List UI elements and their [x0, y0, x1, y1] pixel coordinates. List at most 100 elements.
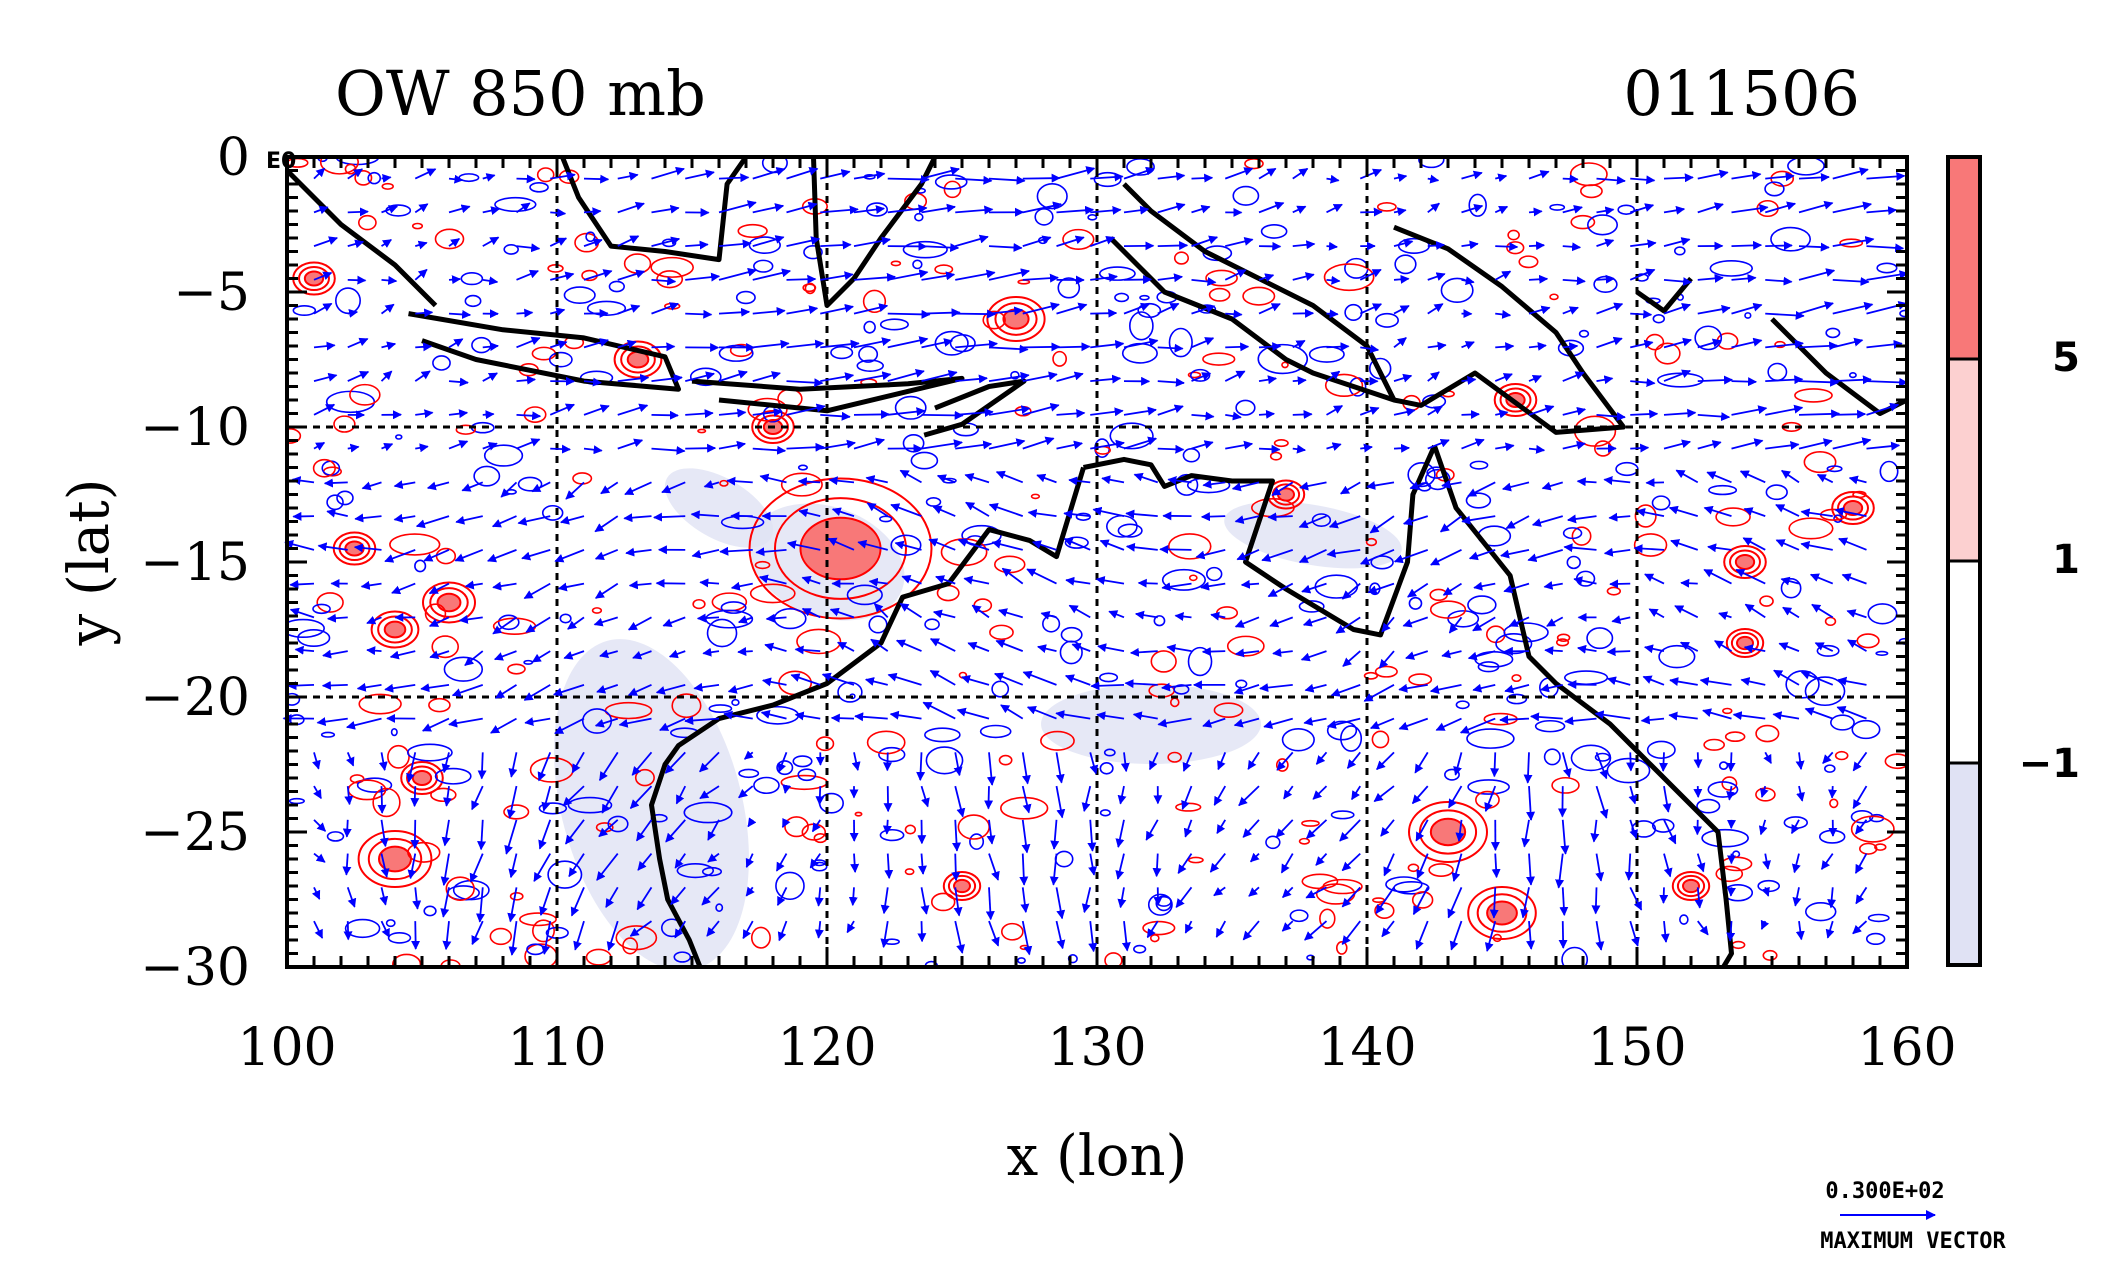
wind-vector [537, 752, 552, 782]
wind-vector [440, 887, 450, 918]
negative-contour [890, 534, 922, 556]
positive-contour-14-1 [947, 874, 977, 898]
wind-vector [702, 647, 720, 657]
wind-vector [1090, 273, 1118, 282]
wind-vector [415, 342, 433, 352]
wind-vector [752, 407, 783, 417]
wind-vector [889, 710, 922, 720]
wind-vector [606, 920, 619, 952]
wind-vector [1726, 752, 1736, 772]
wind-vector [414, 203, 429, 214]
wind-vector [887, 407, 926, 417]
negative-contour [1057, 277, 1081, 299]
wind-vector [482, 173, 496, 182]
wind-vector [583, 445, 603, 455]
positive-contour [434, 228, 465, 250]
wind-vector [1022, 402, 1060, 416]
coastline-11 [1432, 445, 1734, 967]
wind-vector [955, 205, 994, 215]
wind-vector [1292, 409, 1313, 419]
coastline-2 [560, 157, 749, 263]
wind-vector [936, 474, 956, 484]
wind-vector [1115, 853, 1125, 880]
negative-contour [1694, 325, 1723, 351]
wind-vector [853, 303, 889, 315]
negative-contour [753, 776, 780, 795]
wind-vector [786, 274, 817, 284]
negative-contour [718, 344, 754, 362]
wind-vector [500, 481, 518, 498]
wind-vector [469, 853, 484, 883]
negative-contour [910, 451, 939, 470]
wind-vector [594, 549, 619, 560]
wind-vector [1021, 920, 1033, 956]
wind-vector [617, 403, 649, 416]
wind-vector [1068, 476, 1091, 486]
negative-contour [1566, 555, 1581, 570]
wind-vector [617, 269, 646, 281]
positive-contour [1363, 671, 1379, 680]
wind-vector [745, 886, 755, 897]
negative-contour [1370, 555, 1394, 570]
wind-vector [448, 338, 464, 349]
wind-vector [955, 234, 989, 247]
positive-contour-3-2 [383, 620, 407, 639]
wind-vector [316, 717, 348, 727]
negative-contour [1804, 902, 1837, 922]
wind-vector [516, 243, 541, 253]
wind-vector [1191, 173, 1214, 183]
negative-contour [1340, 725, 1363, 752]
wind-vector [1022, 273, 1059, 283]
negative-contour [1034, 208, 1054, 226]
wind-vector [718, 370, 748, 382]
wind-vector [988, 503, 1024, 517]
wind-vector [1125, 509, 1158, 519]
positive-contour [1062, 228, 1095, 251]
positive-contour [1052, 350, 1068, 367]
wind-vector [1129, 647, 1158, 657]
wind-vector [920, 887, 930, 915]
wind-vector [921, 439, 963, 450]
wind-vector [651, 236, 681, 247]
wind-vector [451, 684, 484, 697]
wind-vector [921, 338, 954, 349]
wind-vector [573, 920, 585, 951]
negative-contour [1289, 909, 1309, 923]
wind-vector [988, 175, 1026, 185]
wind-vector [921, 369, 958, 382]
negative-contour [879, 318, 909, 331]
wind-vector [1157, 343, 1184, 353]
positive-contour-16-0 [1831, 491, 1875, 525]
wind-vector [651, 302, 679, 315]
wind-vector [1149, 751, 1159, 771]
negative-contour [1652, 313, 1666, 324]
negative-contour [607, 815, 629, 833]
wind-vector [853, 236, 891, 247]
coastline-8 [1635, 276, 1693, 314]
wind-vector [554, 549, 585, 563]
wind-vector [1157, 241, 1189, 251]
wind-vector [1056, 205, 1095, 215]
wind-vector [343, 921, 353, 941]
positive-contour [316, 592, 344, 613]
positive-contour [1829, 798, 1839, 809]
positive-contour [1703, 738, 1726, 751]
wind-vector [1101, 475, 1125, 485]
wind-vector [347, 370, 370, 382]
wind-vector [776, 886, 788, 906]
wind-vector [344, 786, 354, 806]
negative-contour [1876, 262, 1898, 274]
wind-vector [1125, 542, 1158, 552]
wind-vector [378, 752, 388, 771]
positive-contour [1874, 843, 1887, 851]
wind-vector [617, 438, 644, 450]
negative-contour [1010, 370, 1020, 380]
wind-vector [718, 440, 746, 450]
wind-vector [1049, 853, 1059, 886]
wind-vector [517, 515, 551, 526]
wind-vector [353, 543, 382, 553]
wind-vector [916, 752, 926, 781]
negative-contour [336, 490, 354, 506]
negative-contour [395, 434, 403, 440]
wind-vector [594, 582, 619, 599]
